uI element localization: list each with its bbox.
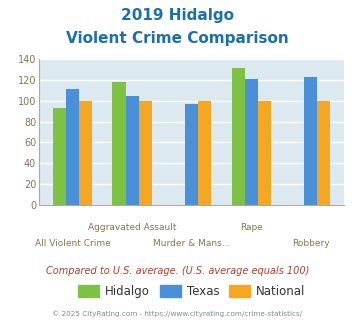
Text: Compared to U.S. average. (U.S. average equals 100): Compared to U.S. average. (U.S. average … bbox=[46, 266, 309, 276]
Bar bbox=[185, 104, 198, 205]
Bar bbox=[66, 89, 79, 205]
Bar bbox=[53, 108, 66, 205]
Text: Murder & Mans...: Murder & Mans... bbox=[153, 240, 230, 248]
Text: All Violent Crime: All Violent Crime bbox=[35, 240, 110, 248]
Bar bbox=[304, 77, 317, 205]
Bar bbox=[139, 101, 152, 205]
Bar bbox=[113, 82, 126, 205]
Text: Aggravated Assault: Aggravated Assault bbox=[88, 223, 176, 232]
Text: Violent Crime Comparison: Violent Crime Comparison bbox=[66, 31, 289, 46]
Bar bbox=[198, 101, 211, 205]
Text: Robbery: Robbery bbox=[292, 240, 330, 248]
Bar bbox=[79, 101, 92, 205]
Text: © 2025 CityRating.com - https://www.cityrating.com/crime-statistics/: © 2025 CityRating.com - https://www.city… bbox=[53, 310, 302, 317]
Bar bbox=[231, 68, 245, 205]
Legend: Hidalgo, Texas, National: Hidalgo, Texas, National bbox=[73, 280, 310, 303]
Bar bbox=[245, 79, 258, 205]
Bar bbox=[126, 96, 139, 205]
Bar bbox=[317, 101, 331, 205]
Text: 2019 Hidalgo: 2019 Hidalgo bbox=[121, 8, 234, 23]
Bar bbox=[258, 101, 271, 205]
Text: Rape: Rape bbox=[240, 223, 263, 232]
